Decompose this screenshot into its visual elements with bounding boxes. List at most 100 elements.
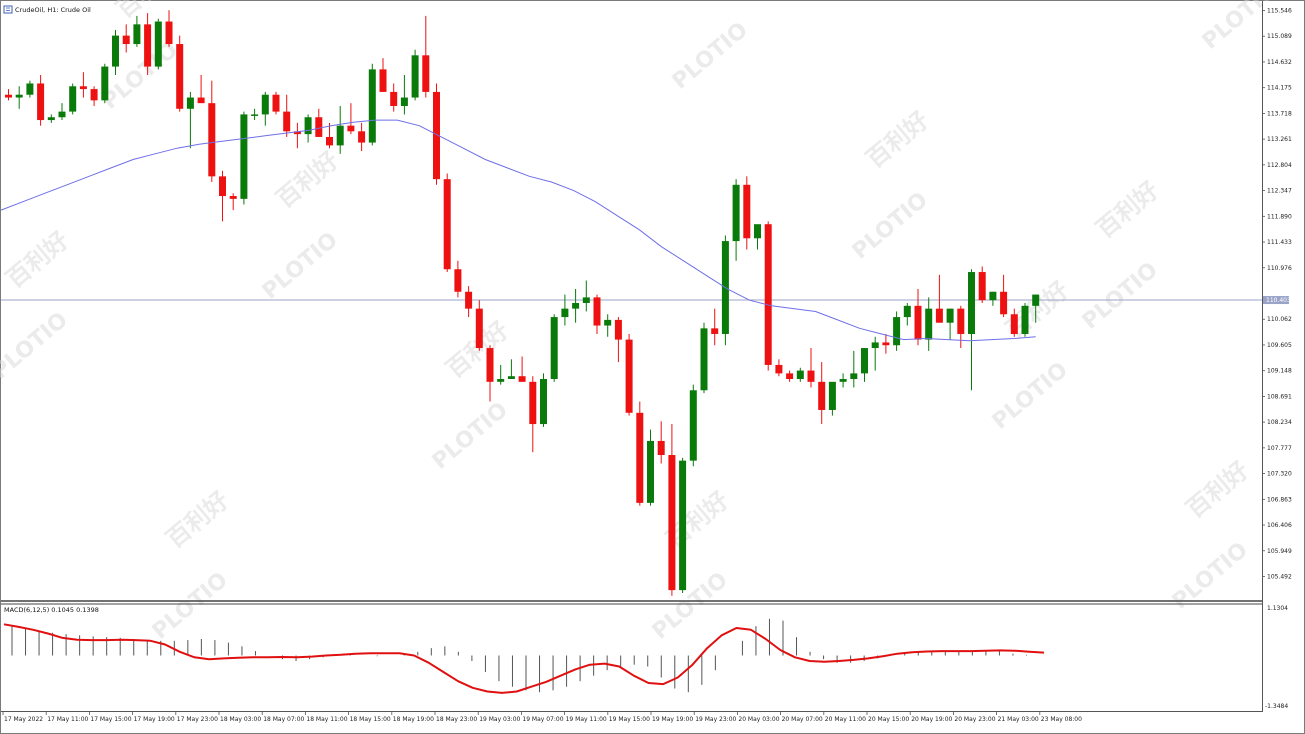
candle xyxy=(668,424,676,596)
candle xyxy=(5,89,12,101)
candle xyxy=(550,314,558,382)
time-tick-label: 20 May 15:00 xyxy=(868,716,909,723)
candle xyxy=(818,362,826,425)
candle xyxy=(507,359,515,380)
price-line-layer: 110.403 xyxy=(1,296,1291,305)
candle xyxy=(272,91,280,115)
candle-body xyxy=(26,83,34,95)
candle-body xyxy=(668,455,676,591)
candle-body xyxy=(283,111,291,132)
price-tick-label: 113.718 xyxy=(1267,110,1292,117)
time-tick-label: 20 May 03:00 xyxy=(738,716,779,723)
candle xyxy=(497,364,505,385)
candle xyxy=(957,305,965,349)
price-tick-label: 106.406 xyxy=(1267,522,1292,529)
candle xyxy=(828,381,836,416)
candle xyxy=(197,75,205,104)
candle xyxy=(743,176,751,250)
candle xyxy=(786,370,794,382)
candle xyxy=(614,317,622,363)
price-tick-label: 111.890 xyxy=(1267,213,1292,220)
candle xyxy=(764,221,772,371)
candle-body xyxy=(379,69,387,92)
candle-body xyxy=(582,297,590,304)
candle-body xyxy=(90,89,98,101)
candle-body xyxy=(518,376,526,382)
time-tick-label: 17 May 23:00 xyxy=(177,716,218,723)
candle-body xyxy=(743,184,751,239)
candle xyxy=(133,15,141,47)
candle-body xyxy=(839,379,847,382)
candle-body xyxy=(871,342,879,349)
time-tick-label: 23 May 08:00 xyxy=(1041,716,1082,723)
candle-body xyxy=(625,339,633,413)
candle-body xyxy=(978,272,986,301)
candle-body xyxy=(529,381,537,425)
candle xyxy=(657,421,665,464)
candle xyxy=(871,336,879,371)
candle xyxy=(347,103,355,135)
time-tick-label: 20 May 07:00 xyxy=(782,716,823,723)
candle-body xyxy=(5,94,12,98)
candle-body xyxy=(636,412,644,503)
ma-layer xyxy=(0,119,1036,342)
candle xyxy=(390,83,398,112)
candle-body xyxy=(1010,314,1018,334)
candle-body xyxy=(15,94,23,98)
candle-body xyxy=(101,66,109,101)
candle xyxy=(679,457,687,593)
candle-body xyxy=(882,342,890,346)
candle-body xyxy=(112,35,119,67)
candle xyxy=(935,274,943,323)
candle xyxy=(1021,303,1029,337)
candle xyxy=(261,91,269,126)
price-tick-label: 107.320 xyxy=(1267,471,1292,478)
time-tick-label: 20 May 19:00 xyxy=(911,716,952,723)
time-tick-label: 18 May 15:00 xyxy=(350,716,391,723)
candle-body xyxy=(614,319,622,340)
candle-body xyxy=(604,319,612,326)
candle-body xyxy=(1032,294,1040,306)
time-tick-label: 19 May 03:00 xyxy=(479,716,520,723)
candle xyxy=(914,288,922,346)
candle xyxy=(978,266,986,304)
candles-layer xyxy=(5,10,1040,596)
candle-body xyxy=(79,86,87,90)
candle-body xyxy=(754,224,761,239)
candle-body xyxy=(572,303,580,309)
candle xyxy=(968,269,975,391)
candle-body xyxy=(561,308,569,318)
macd-bottom-label: -1.3484 xyxy=(1265,703,1288,710)
candle xyxy=(700,322,708,394)
candle xyxy=(176,35,184,112)
candle xyxy=(379,58,387,92)
candle-body xyxy=(946,308,954,323)
candle-body xyxy=(497,379,505,382)
candle-body xyxy=(326,136,333,146)
candle-body xyxy=(315,117,323,137)
candle-body xyxy=(261,94,269,115)
time-tick-label: 17 May 2022 xyxy=(4,716,43,723)
macd-signal-line xyxy=(3,623,1045,694)
candle-body xyxy=(47,117,55,121)
candle xyxy=(807,348,815,388)
candle-body xyxy=(828,381,836,410)
candle xyxy=(1010,308,1018,337)
chart-title: CrudeOil, H1: Crude Oil xyxy=(15,6,91,14)
candle-body xyxy=(957,308,965,334)
candle xyxy=(572,288,580,323)
candle xyxy=(112,29,119,76)
candle xyxy=(411,49,419,101)
candle xyxy=(732,179,740,261)
price-tick-label: 105.949 xyxy=(1267,548,1292,555)
candle xyxy=(540,373,547,427)
macd-label: MACD(6,12,5) 0.1045 0.1398 xyxy=(4,606,99,614)
time-tick-label: 18 May 23:00 xyxy=(436,716,477,723)
time-tick-label: 20 May 23:00 xyxy=(954,716,995,723)
candle xyxy=(775,359,783,377)
candle xyxy=(518,356,526,382)
candle-body xyxy=(176,44,184,109)
candle xyxy=(251,108,259,121)
